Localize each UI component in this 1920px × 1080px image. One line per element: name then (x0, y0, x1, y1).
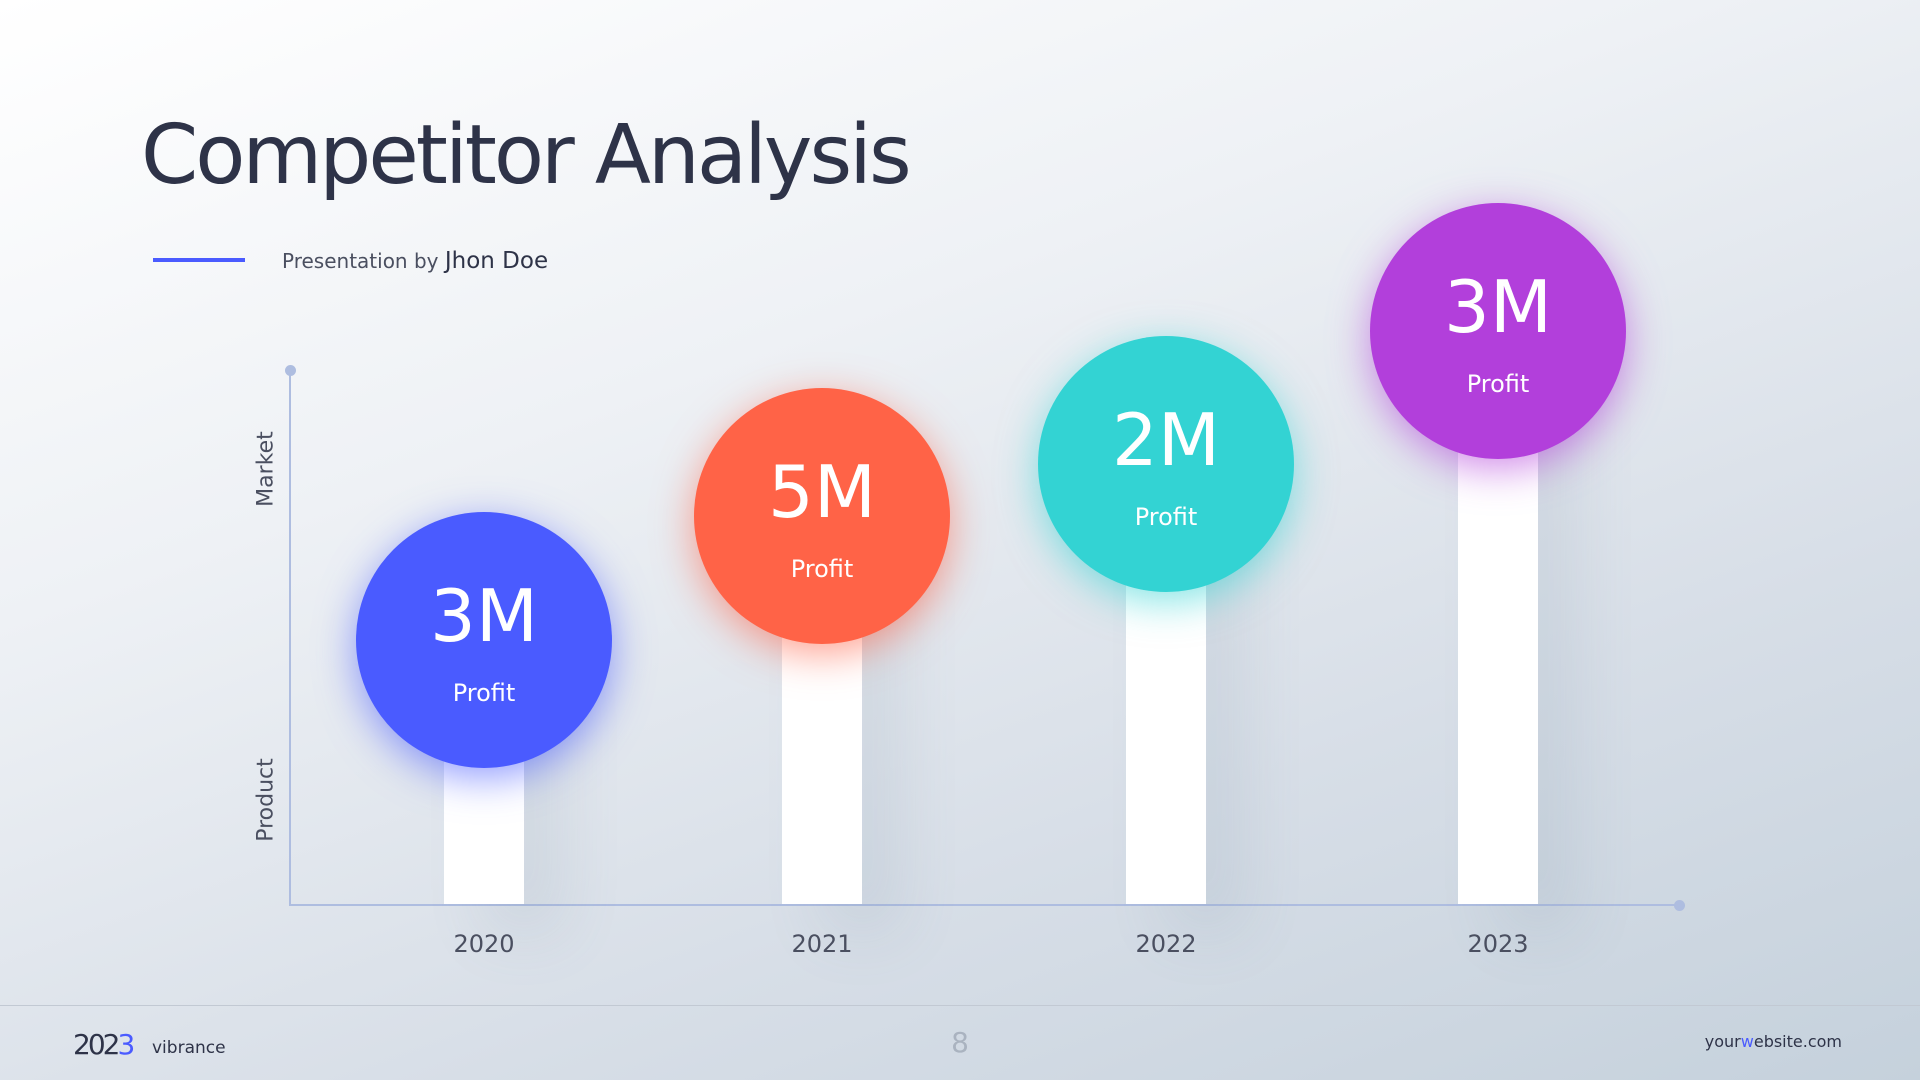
brand-year: 2023 (73, 1028, 135, 1061)
point-label: Profit (452, 679, 516, 707)
value-circle-2020: 3M Profit (356, 512, 612, 768)
website-accent: w (1740, 1032, 1754, 1051)
x-axis-end-dot (1674, 900, 1685, 911)
brand-year-main: 202 (73, 1028, 120, 1061)
data-label: 5M (768, 450, 876, 534)
website-link[interactable]: yourwebsite.com (1705, 1032, 1842, 1051)
footer-divider (0, 1005, 1920, 1006)
website-post: ebsite.com (1753, 1032, 1842, 1051)
data-label: 3M (1444, 265, 1552, 349)
point-label: Profit (790, 555, 854, 583)
x-tick-label: 2023 (1467, 930, 1529, 958)
x-tick-label: 2020 (453, 930, 515, 958)
accent-line (153, 258, 245, 262)
data-label: 3M (430, 574, 538, 658)
x-tick-label: 2021 (791, 930, 853, 958)
y-axis-end-dot (285, 365, 296, 376)
value-circle-2023: 3M Profit (1370, 203, 1626, 459)
author-name: Jhon Doe (444, 248, 549, 274)
x-tick-label: 2022 (1135, 930, 1197, 958)
y-label-market: Market (253, 431, 279, 507)
y-axis (289, 371, 291, 905)
subtitle: Presentation by Jhon Doe (282, 248, 548, 274)
website-pre: your (1704, 1032, 1741, 1051)
page-number: 8 (951, 1026, 969, 1059)
value-circle-2021: 5M Profit (694, 388, 950, 644)
subtitle-prefix: Presentation by (282, 249, 445, 273)
x-axis (289, 904, 1679, 906)
value-circle-2022: 2M Profit (1038, 336, 1294, 592)
page-title: Competitor Analysis (141, 108, 912, 203)
data-label: 2M (1112, 398, 1220, 482)
brand-name: vibrance (152, 1038, 226, 1058)
brand-year-accent: 3 (117, 1028, 135, 1061)
point-label: Profit (1134, 503, 1198, 531)
point-label: Profit (1466, 370, 1530, 398)
y-label-product: Product (253, 758, 279, 842)
